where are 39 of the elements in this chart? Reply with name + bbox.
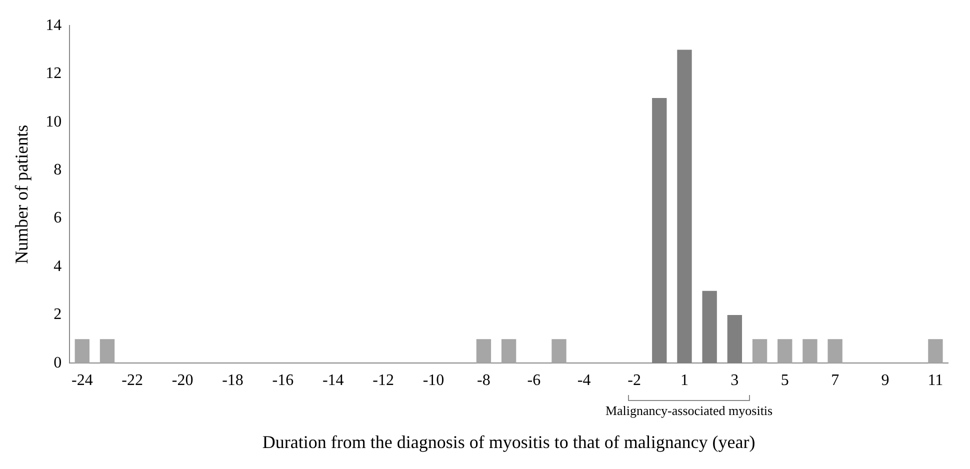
x-tick-label: -16 bbox=[272, 372, 294, 390]
x-axis-title: Duration from the diagnosis of myositis to that of malignancy (year) bbox=[262, 432, 756, 452]
bar bbox=[802, 339, 818, 364]
y-tick-label: 14 bbox=[46, 16, 62, 34]
x-tick-label: 1 bbox=[680, 372, 688, 390]
y-tick-label: 10 bbox=[46, 113, 62, 130]
bar bbox=[74, 339, 90, 364]
y-tick-label: 0 bbox=[54, 354, 62, 372]
x-tick-label: 5 bbox=[780, 372, 789, 390]
text: Malignancy-associated myositis bbox=[604, 403, 774, 420]
x-tick-label: -2 bbox=[628, 372, 641, 390]
x-tick-label: -20 bbox=[172, 372, 194, 390]
y-tick-label: 2 bbox=[54, 306, 62, 324]
x-tick-label: 11 bbox=[928, 372, 944, 390]
bar bbox=[552, 339, 566, 364]
y-tick-label: 8 bbox=[54, 161, 62, 178]
y-tick-label: 4 bbox=[54, 258, 62, 275]
x-tick-label: -18 bbox=[222, 372, 244, 390]
bar bbox=[752, 339, 768, 364]
bar bbox=[100, 339, 115, 364]
x-tick-label: 7 bbox=[831, 372, 840, 390]
x-tick-label: -8 bbox=[477, 372, 490, 390]
x-tick-label: -12 bbox=[372, 372, 394, 390]
x-tick-label: -10 bbox=[422, 372, 444, 390]
bar bbox=[476, 339, 492, 364]
bar bbox=[501, 339, 516, 364]
bar bbox=[928, 339, 943, 364]
y-axis-title: Number of patients bbox=[12, 124, 32, 264]
x-tick-label: -22 bbox=[122, 372, 144, 390]
y-tick-label: 12 bbox=[46, 65, 62, 82]
bar bbox=[778, 339, 792, 364]
y-tick-label: 6 bbox=[54, 210, 62, 227]
x-tick-label: 9 bbox=[881, 372, 890, 390]
x-tick-label: -4 bbox=[577, 372, 591, 390]
x-tick-label: -6 bbox=[527, 372, 541, 390]
bar bbox=[828, 339, 842, 364]
x-tick-label: -24 bbox=[71, 372, 93, 390]
x-tick-label: -14 bbox=[322, 372, 344, 390]
x-tick-label: 3 bbox=[730, 372, 739, 390]
